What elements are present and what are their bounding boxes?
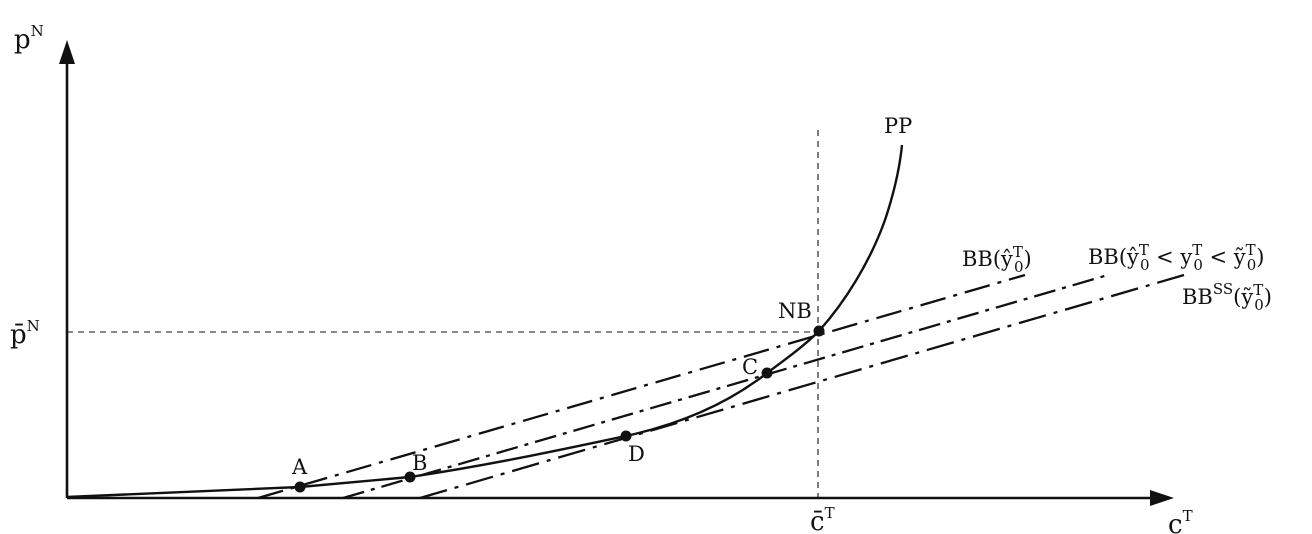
x-axis-label: cT bbox=[1168, 507, 1193, 534]
point-a bbox=[294, 481, 306, 493]
y-axis-label: pN bbox=[14, 22, 44, 55]
label-bb-ss: BBSS(ỹT 0) bbox=[1182, 280, 1272, 314]
label-c: C bbox=[742, 355, 758, 379]
label-bb-1: BB(ŷT 0) bbox=[962, 243, 1032, 276]
y-axis-arrowhead bbox=[59, 40, 75, 64]
label-a: A bbox=[291, 455, 308, 479]
label-nb: NB bbox=[778, 299, 812, 323]
y-reference-label: p̄N bbox=[10, 317, 40, 350]
pp-curve bbox=[66, 144, 904, 499]
point-b bbox=[404, 471, 416, 483]
x-reference-label: c̄T bbox=[810, 504, 835, 534]
bb-ss-line bbox=[419, 273, 1185, 500]
point-c bbox=[761, 367, 773, 379]
label-pp: PP bbox=[884, 114, 912, 138]
label-b: B bbox=[412, 451, 427, 475]
bb-line-2 bbox=[342, 273, 1109, 500]
label-d: D bbox=[628, 442, 645, 466]
label-bb-2: BB(ŷT 0 < yT 0 < ỹT 0) bbox=[1088, 241, 1264, 274]
point-nb bbox=[813, 325, 825, 337]
point-d bbox=[620, 430, 632, 442]
x-axis-arrowhead bbox=[1150, 490, 1174, 506]
bb-line-1 bbox=[257, 273, 1026, 500]
